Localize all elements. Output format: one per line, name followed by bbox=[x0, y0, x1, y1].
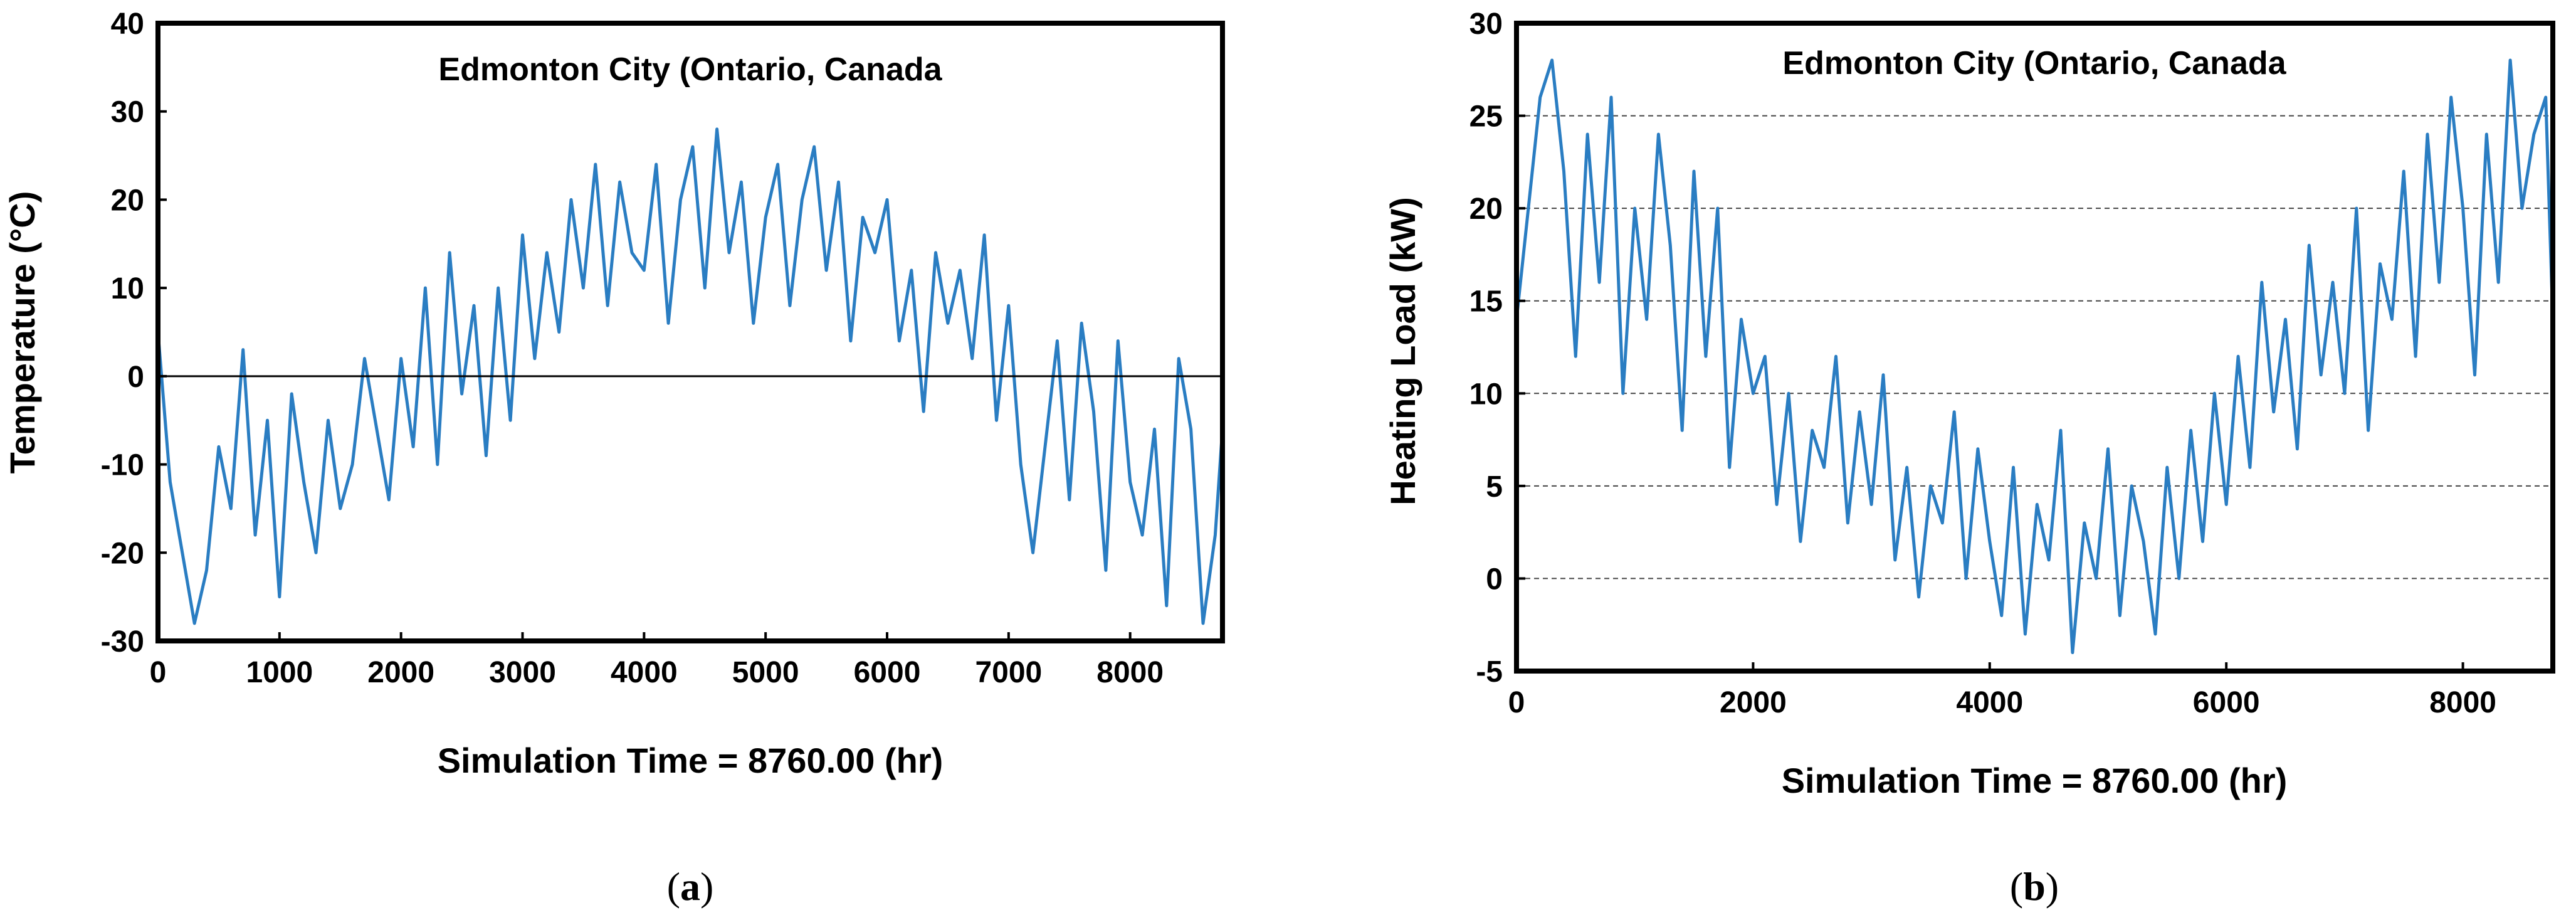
chart-title-b: Edmonton City (Ontario, Canada bbox=[1782, 45, 2286, 82]
y-tick-label-b: 15 bbox=[1469, 285, 1503, 319]
y-axis-label-b: Heating Load (kW) bbox=[1383, 197, 1422, 505]
x-tick-label-b: 2000 bbox=[1720, 686, 1787, 719]
plot-frame-a bbox=[155, 21, 1225, 643]
x-tick-label-a: 8000 bbox=[1096, 656, 1164, 689]
panel-caption-b: (b) bbox=[2010, 864, 2059, 909]
y-tick-label-b: 25 bbox=[1469, 100, 1503, 134]
x-tick-label-a: 5000 bbox=[732, 656, 799, 689]
panel-caption-letter-a: a bbox=[680, 864, 700, 909]
y-axis-label-a: Temperature (°C) bbox=[3, 191, 42, 474]
y-tick-label-b: 30 bbox=[1469, 8, 1503, 41]
x-tick-label-a: 6000 bbox=[854, 656, 921, 689]
x-tick-label-b: 6000 bbox=[2193, 686, 2260, 719]
x-tick-label-a: 2000 bbox=[367, 656, 434, 689]
x-tick-label-b: 4000 bbox=[1956, 686, 2023, 719]
y-tick-label-a: 30 bbox=[111, 96, 144, 129]
y-tick-label-b: 10 bbox=[1469, 378, 1503, 411]
plot-frame-b bbox=[1514, 21, 2555, 674]
x-axis-label-b: Simulation Time = 8760.00 (hr) bbox=[1782, 761, 2288, 800]
series-line-a bbox=[156, 127, 1224, 625]
panel-caption-letter-b: b bbox=[2023, 864, 2046, 909]
x-axis-label-a: Simulation Time = 8760.00 (hr) bbox=[438, 741, 944, 780]
y-tick-label-b: 5 bbox=[1486, 470, 1503, 504]
x-tick-label-b: 8000 bbox=[2429, 686, 2496, 719]
chart-panel-a: -30 -20 -10 0 10 20 30 40 0 1000 2000 3000 4000 5000 6… bbox=[3, 8, 1225, 909]
y-tick-label-a: -10 bbox=[101, 449, 144, 482]
y-tick-label-a: -20 bbox=[101, 537, 144, 570]
y-tick-label-a: 10 bbox=[111, 272, 144, 305]
panel-caption-a: (a) bbox=[667, 864, 714, 909]
chart-title-a: Edmonton City (Ontario, Canada bbox=[438, 51, 942, 88]
x-tick-label-a: 0 bbox=[150, 656, 167, 689]
y-tick-label-a: 40 bbox=[111, 8, 144, 41]
y-tick-label-a: 0 bbox=[127, 361, 144, 394]
x-tick-label-b: 0 bbox=[1508, 686, 1525, 719]
x-tick-label-a: 1000 bbox=[246, 656, 313, 689]
x-tick-label-a: 3000 bbox=[489, 656, 556, 689]
x-tick-label-a: 4000 bbox=[611, 656, 678, 689]
y-tick-label-a: -30 bbox=[101, 625, 144, 658]
series-line-b bbox=[1515, 58, 2555, 654]
x-tick-label-a: 7000 bbox=[975, 656, 1042, 689]
y-tick-label-b: 0 bbox=[1486, 563, 1503, 596]
y-tick-label-b: -5 bbox=[1476, 655, 1503, 689]
y-tick-label-a: 20 bbox=[111, 184, 144, 217]
y-tick-label-b: 20 bbox=[1469, 193, 1503, 226]
